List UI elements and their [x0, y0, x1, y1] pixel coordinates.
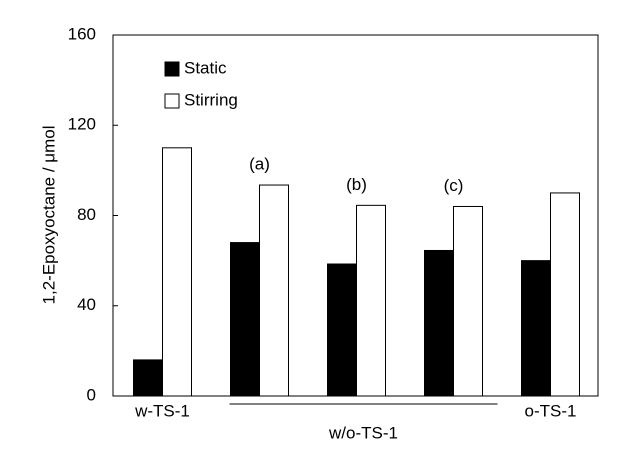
group-annotation: (b) — [346, 175, 367, 194]
y-tick-label: 120 — [68, 115, 96, 134]
bar — [356, 204, 386, 397]
y-tick-label: 160 — [68, 24, 96, 43]
y-tick-label: 80 — [77, 205, 96, 224]
legend-swatch — [164, 61, 180, 77]
legend-swatch — [164, 93, 180, 109]
bar — [327, 263, 357, 397]
bar — [550, 192, 580, 397]
group-annotation: (a) — [249, 155, 270, 174]
group-label: w/o-TS-1 — [328, 423, 398, 442]
bar — [259, 184, 289, 397]
x-tick-label: o-TS-1 — [525, 401, 577, 420]
y-tick-label: 40 — [77, 295, 96, 314]
bar — [133, 359, 163, 397]
bar — [424, 249, 454, 397]
x-tick-label: w-TS-1 — [134, 401, 190, 420]
bar — [230, 242, 260, 397]
bar — [453, 205, 483, 397]
legend-label: Static — [184, 58, 227, 77]
group-annotation: (c) — [444, 176, 464, 195]
y-axis-label: 1,2-Epoxyoctane / μmol — [39, 126, 58, 305]
bar — [162, 147, 192, 397]
bar — [521, 260, 551, 397]
y-tick-label: 0 — [87, 385, 96, 404]
legend-label: Stirring — [184, 90, 238, 109]
